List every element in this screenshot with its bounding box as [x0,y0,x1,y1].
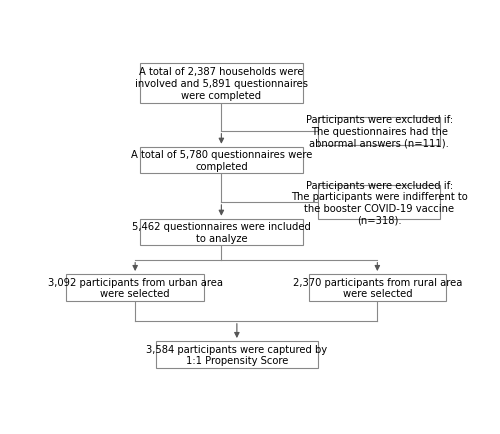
FancyBboxPatch shape [308,274,446,301]
Text: 3,584 participants were captured by
1:1 Propensity Score: 3,584 participants were captured by 1:1 … [146,344,328,365]
FancyBboxPatch shape [140,219,303,246]
FancyBboxPatch shape [318,186,440,219]
Text: Participants were excluded if:
The participants were indifferent to
the booster : Participants were excluded if: The parti… [291,180,468,225]
Text: A total of 2,387 households were
involved and 5,891 questionnaires
were complete: A total of 2,387 households were involve… [135,67,308,100]
FancyBboxPatch shape [318,117,440,146]
Text: 2,370 participants from rural area
were selected: 2,370 participants from rural area were … [292,277,462,299]
Text: Participants were excluded if:
The questionnaires had the
abnormal answers (n=11: Participants were excluded if: The quest… [306,115,453,148]
FancyBboxPatch shape [66,274,204,301]
Text: 5,462 questionnaires were included
to analyze: 5,462 questionnaires were included to an… [132,222,311,243]
FancyBboxPatch shape [140,64,303,104]
FancyBboxPatch shape [140,147,303,174]
FancyBboxPatch shape [156,341,318,368]
Text: 3,092 participants from urban area
were selected: 3,092 participants from urban area were … [48,277,222,299]
Text: A total of 5,780 questionnaires were
completed: A total of 5,780 questionnaires were com… [130,150,312,171]
